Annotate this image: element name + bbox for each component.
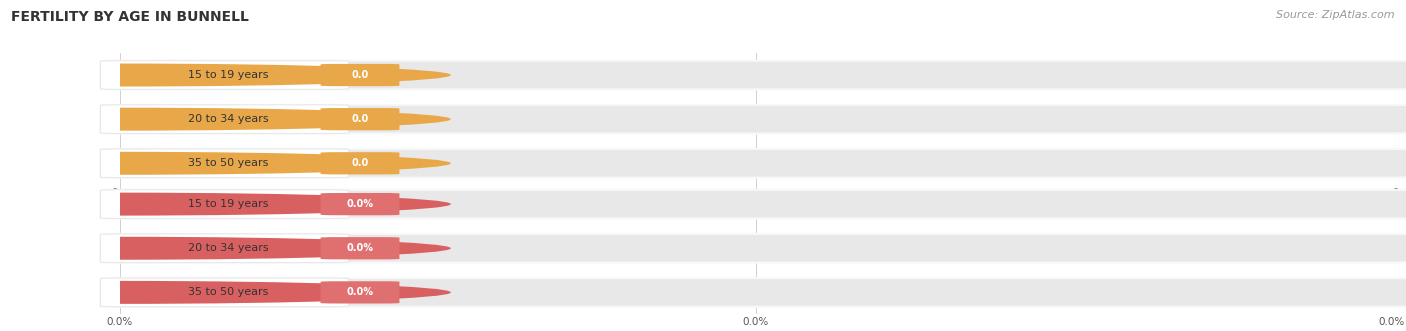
- Text: Source: ZipAtlas.com: Source: ZipAtlas.com: [1277, 10, 1395, 20]
- FancyBboxPatch shape: [321, 193, 399, 215]
- Circle shape: [0, 193, 451, 215]
- FancyBboxPatch shape: [100, 105, 349, 133]
- Text: 0.0%: 0.0%: [346, 287, 374, 297]
- Text: 35 to 50 years: 35 to 50 years: [188, 287, 269, 297]
- Circle shape: [0, 237, 451, 260]
- FancyBboxPatch shape: [100, 234, 349, 262]
- Text: FERTILITY BY AGE IN BUNNELL: FERTILITY BY AGE IN BUNNELL: [11, 10, 249, 24]
- Circle shape: [0, 108, 451, 131]
- FancyBboxPatch shape: [321, 237, 399, 260]
- FancyBboxPatch shape: [100, 61, 1406, 89]
- FancyBboxPatch shape: [100, 149, 349, 178]
- Text: 15 to 19 years: 15 to 19 years: [188, 199, 269, 209]
- FancyBboxPatch shape: [100, 190, 1406, 218]
- Text: 0.0: 0.0: [352, 158, 368, 168]
- FancyBboxPatch shape: [321, 152, 399, 174]
- Circle shape: [0, 281, 451, 304]
- FancyBboxPatch shape: [100, 105, 1406, 133]
- FancyBboxPatch shape: [100, 234, 1406, 262]
- FancyBboxPatch shape: [321, 108, 399, 130]
- Text: 0.0: 0.0: [352, 114, 368, 124]
- Text: 20 to 34 years: 20 to 34 years: [188, 243, 269, 253]
- FancyBboxPatch shape: [100, 149, 1406, 178]
- Text: 35 to 50 years: 35 to 50 years: [188, 158, 269, 168]
- Text: 0.0%: 0.0%: [346, 199, 374, 209]
- Text: 0.0: 0.0: [352, 70, 368, 80]
- Text: 0.0%: 0.0%: [346, 243, 374, 253]
- Text: 15 to 19 years: 15 to 19 years: [188, 70, 269, 80]
- Circle shape: [0, 64, 451, 86]
- Circle shape: [0, 152, 451, 175]
- FancyBboxPatch shape: [321, 281, 399, 304]
- FancyBboxPatch shape: [100, 61, 349, 89]
- FancyBboxPatch shape: [100, 278, 1406, 307]
- Text: 20 to 34 years: 20 to 34 years: [188, 114, 269, 124]
- FancyBboxPatch shape: [100, 190, 349, 218]
- FancyBboxPatch shape: [321, 64, 399, 86]
- FancyBboxPatch shape: [100, 278, 349, 307]
